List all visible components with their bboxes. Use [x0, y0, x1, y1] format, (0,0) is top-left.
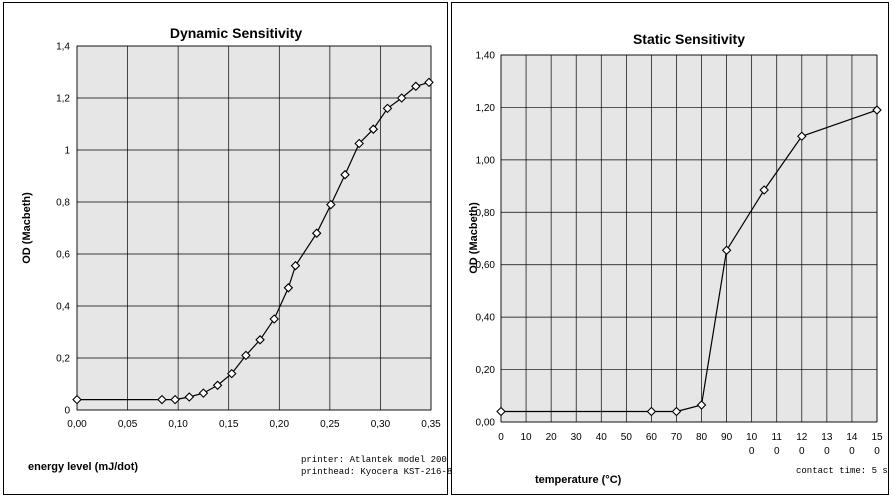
x-tick-label-wrap: 0 [824, 446, 830, 457]
data-point [696, 400, 707, 410]
chart-title: Dynamic Sensitivity [170, 25, 302, 41]
plot-area [501, 55, 877, 422]
y-tick-label: 0,20 [476, 365, 496, 376]
y-tick-label: 1,00 [476, 155, 496, 166]
data-point [872, 105, 882, 115]
x-tick-label: 20 [546, 432, 558, 443]
dynamic-sensitivity-chart: 0 0,2 0,4 0,6 0,8 1 1,2 1,4 0,00 0,05 0,10 0,15 0,20… [21, 25, 474, 477]
y-tick-label: 0,8 [56, 198, 70, 209]
data-point [721, 245, 732, 256]
data-point [212, 380, 223, 391]
data-point [226, 368, 237, 379]
plot-frame [500, 54, 878, 423]
x-tick-label: 0,05 [118, 419, 138, 430]
data-point [797, 131, 807, 142]
y-tick-label: 0,2 [56, 354, 70, 365]
data-point [269, 314, 280, 324]
chart-note: printhead: Kyocera KST-216-8MPD1 [301, 467, 474, 477]
x-tick-label: 40 [596, 432, 608, 443]
chart-note: printer: Atlantek model 200 [301, 455, 447, 465]
x-tick-label: 0,15 [219, 419, 239, 430]
data-point [198, 388, 209, 398]
x-axis-title: temperature (°C) [535, 474, 622, 486]
y-tick-label: 1 [64, 146, 70, 157]
x-tick-label: 0,25 [320, 419, 340, 430]
data-point [382, 103, 393, 114]
data-point [290, 260, 301, 271]
x-tick-label: 0,10 [168, 419, 188, 430]
plot-frame [76, 45, 432, 411]
static-sensitivity-chart: 0,00 0,20 0,40 0,60 0,80 1,00 1,20 1,40 0 10 20 30 4… [468, 31, 888, 486]
data-point [170, 394, 180, 405]
x-tick-label: 0,35 [421, 419, 441, 430]
y-tick-label: 1,2 [56, 94, 70, 105]
chart-title: Static Sensitivity [633, 31, 745, 47]
y-tick-label: 1,4 [56, 42, 70, 53]
data-point [311, 228, 322, 238]
x-tick-label: 60 [646, 432, 658, 443]
x-tick-label-wrap: 0 [874, 446, 880, 457]
data-point [646, 406, 657, 417]
y-tick-label: 0,80 [476, 208, 496, 219]
data-point [184, 392, 195, 402]
data-point [157, 394, 167, 405]
x-tick-label: 0 [498, 432, 504, 443]
x-tick-label-wrap: 0 [849, 446, 855, 457]
data-point [241, 350, 251, 361]
data-point [496, 406, 506, 417]
x-tick-label: 70 [671, 432, 683, 443]
x-axis-title: energy level (mJ/dot) [28, 461, 138, 473]
x-tick-label: 30 [571, 432, 583, 443]
x-tick-label-wrap: 0 [799, 446, 805, 457]
y-tick-label: 1,40 [476, 51, 496, 62]
x-tick-label: 14 [846, 432, 858, 443]
data-point [671, 406, 682, 417]
data-point [396, 93, 407, 103]
x-tick-label-wrap: 0 [774, 446, 780, 457]
x-tick-label: 11 [772, 432, 783, 443]
x-tick-label-wrap: 0 [749, 446, 755, 457]
y-tick-label: 1,20 [476, 103, 496, 114]
y-tick-label: 0,40 [476, 313, 496, 324]
plot-area [77, 46, 431, 410]
x-tick-label: 10 [521, 432, 533, 443]
x-tick-label: 90 [721, 432, 733, 443]
x-tick-label: 80 [696, 432, 708, 443]
data-point [255, 335, 265, 345]
dynamic-sensitivity-panel: 0 0,2 0,4 0,6 0,8 1 1,2 1,4 0,00 0,05 0,10 0,15 0,20… [3, 2, 474, 495]
data-point [368, 124, 379, 134]
y-tick-label: 0,60 [476, 260, 496, 271]
x-tick-label: 0,20 [270, 419, 290, 430]
data-point [72, 394, 82, 405]
data-point [354, 138, 364, 149]
x-tick-label: 0,00 [67, 419, 87, 430]
data-point [411, 81, 421, 92]
x-tick-label: 10 [746, 432, 758, 443]
static-sensitivity-panel: 0,00 0,20 0,40 0,60 0,80 1,00 1,20 1,40 0 10 20 30 4… [451, 2, 889, 495]
data-point [759, 185, 769, 195]
x-tick-label: 50 [621, 432, 633, 443]
data-point [424, 77, 434, 88]
x-tick-label: 15 [871, 432, 883, 443]
data-point [283, 283, 294, 293]
chart-note: contact time: 5 s [796, 466, 888, 476]
x-tick-label: 0,30 [371, 419, 391, 430]
y-axis-title: OD (Macbeth) [468, 202, 480, 274]
y-tick-label: 0,4 [56, 302, 70, 313]
x-tick-label: 13 [821, 432, 833, 443]
y-tick-label: 0,6 [56, 250, 70, 261]
y-tick-label: 0,00 [476, 418, 496, 429]
x-tick-label: 12 [796, 432, 808, 443]
y-axis-title: OD (Macbeth) [21, 192, 33, 264]
data-point [326, 199, 336, 210]
y-tick-label: 0 [64, 406, 70, 417]
data-point [340, 169, 350, 180]
